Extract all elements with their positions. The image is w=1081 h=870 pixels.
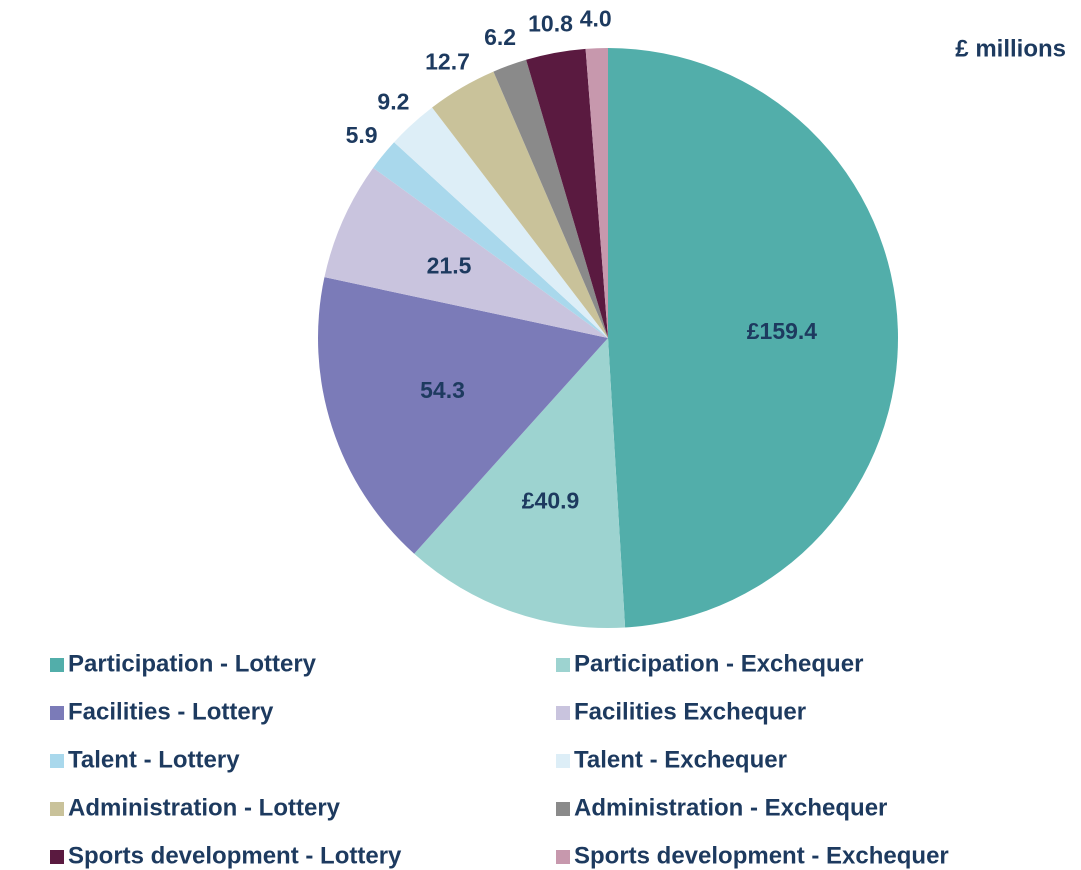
- legend-swatch: [50, 658, 64, 672]
- value-label: 6.2: [484, 24, 516, 50]
- pie-slice: [608, 48, 898, 628]
- value-label: 4.0: [580, 5, 612, 31]
- legend-label: Talent - Lottery: [68, 746, 240, 773]
- legend-label: Talent - Exchequer: [574, 746, 787, 773]
- pie-slice: [318, 277, 608, 554]
- legend-label: Participation - Exchequer: [574, 650, 863, 677]
- legend-label: Administration - Lottery: [68, 794, 341, 821]
- legend-swatch: [50, 802, 64, 816]
- pie-slice: [414, 338, 626, 628]
- legend-label: Sports development - Lottery: [68, 842, 402, 869]
- value-label: 12.7: [425, 49, 470, 75]
- legend-swatch: [556, 706, 570, 720]
- legend-swatch: [50, 850, 64, 864]
- value-label: 21.5: [427, 252, 472, 278]
- value-label: 10.8: [528, 10, 573, 36]
- legend-label: Sports development - Exchequer: [574, 842, 949, 869]
- pie-slice: [493, 59, 608, 338]
- value-label: 5.9: [346, 122, 378, 148]
- value-label: 9.2: [377, 88, 409, 114]
- pie-slice: [526, 48, 608, 339]
- value-label: 54.3: [420, 377, 465, 403]
- unit-label: £ millions: [955, 35, 1066, 62]
- legend-label: Administration - Exchequer: [574, 794, 887, 821]
- pie-slice: [394, 107, 608, 338]
- legend-label: Facilities - Lottery: [68, 698, 274, 725]
- value-label: £40.9: [522, 487, 580, 513]
- value-label: £159.4: [747, 318, 818, 344]
- legend-swatch: [556, 754, 570, 768]
- pie-slice: [432, 71, 608, 338]
- legend-swatch: [556, 658, 570, 672]
- legend-swatch: [50, 706, 64, 720]
- legend-swatch: [556, 850, 570, 864]
- legend-swatch: [50, 754, 64, 768]
- pie-slice: [324, 167, 608, 338]
- legend-label: Participation - Lottery: [68, 650, 317, 677]
- pie-slice: [373, 142, 608, 338]
- legend-label: Facilities Exchequer: [574, 698, 806, 725]
- pie-slice: [585, 48, 608, 338]
- legend-swatch: [556, 802, 570, 816]
